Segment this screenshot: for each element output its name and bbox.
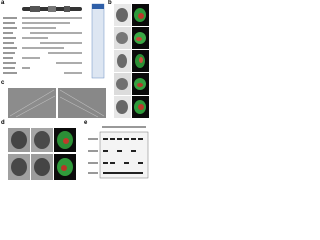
blot-labels [88, 126, 146, 174]
panel-label: d [1, 120, 5, 126]
domain [64, 6, 70, 12]
cell [11, 131, 27, 149]
filaments [9, 89, 105, 118]
summary-column [91, 3, 105, 79]
panel-label: c [1, 80, 5, 86]
panel-a: a [1, 0, 105, 79]
domain [30, 6, 40, 12]
panel-e: e [84, 120, 149, 179]
cell [63, 138, 69, 144]
panel-label: b [108, 0, 112, 6]
panel-b: b [108, 0, 149, 118]
bands [103, 138, 143, 174]
cells [116, 8, 146, 114]
domain [48, 6, 56, 12]
panel-label: e [84, 120, 88, 126]
panel-c: c [1, 80, 106, 118]
summary-header [92, 4, 104, 9]
cell [34, 131, 50, 149]
panel-d: d [1, 120, 76, 180]
cell [34, 158, 50, 176]
panel-label: a [1, 0, 5, 6]
construct-names [3, 17, 17, 74]
cell [11, 158, 27, 176]
figure: a b [1, 0, 149, 180]
cell [61, 165, 67, 171]
construct-lines [22, 17, 82, 74]
